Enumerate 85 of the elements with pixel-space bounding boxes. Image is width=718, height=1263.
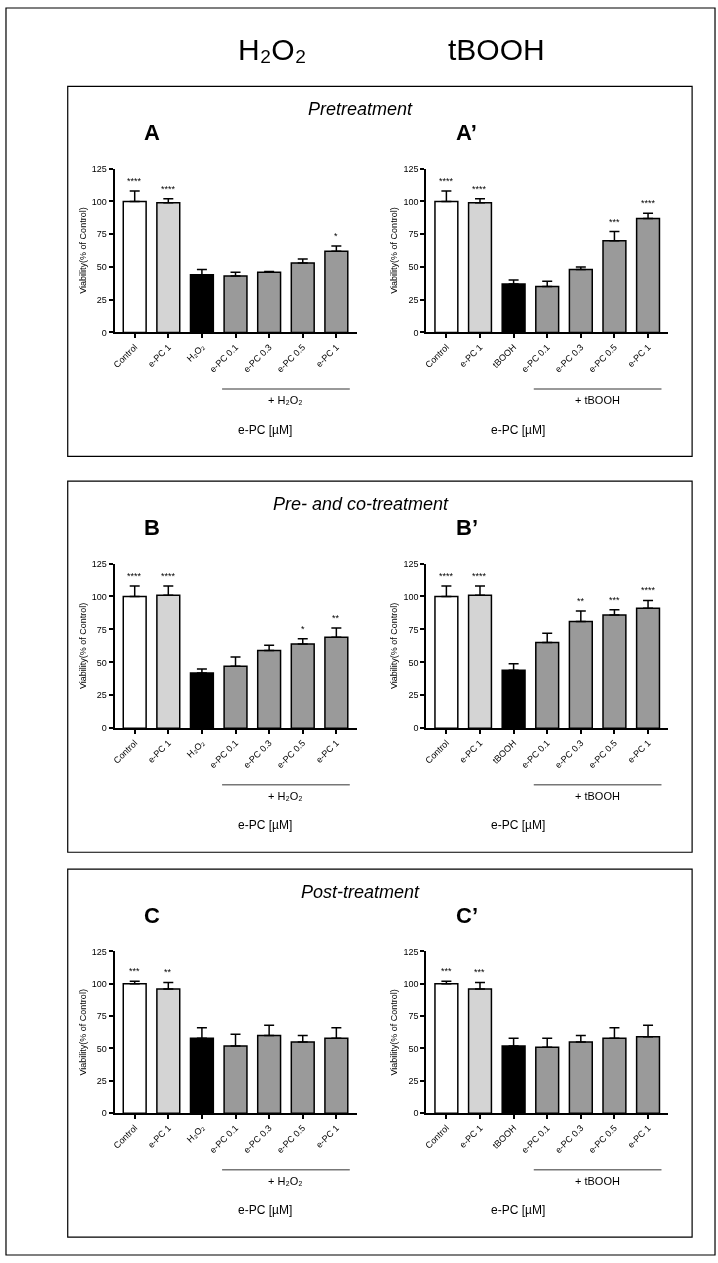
y-tick-label: 25	[96, 294, 107, 305]
y-tick-label: 25	[408, 1075, 419, 1086]
data-label: **	[577, 596, 585, 606]
y-tick-label: 125	[91, 558, 107, 569]
y-tick-label: 50	[408, 262, 419, 273]
y-tick-label: 100	[403, 591, 419, 602]
y-tick-label: 25	[96, 690, 107, 701]
data-label: ***	[609, 217, 620, 227]
data-label: ****	[127, 571, 142, 581]
y-tick-label: 0	[413, 327, 419, 338]
data-label: ****	[161, 184, 176, 194]
y-tick-label: 100	[91, 591, 107, 602]
y-tick-label: 100	[403, 978, 419, 989]
data-label: ****	[472, 571, 487, 581]
y-tick-label: 0	[413, 1108, 419, 1119]
y-tick-label: 100	[91, 196, 107, 207]
data-label: **	[332, 613, 340, 623]
y-tick-label: 75	[96, 229, 107, 240]
chart-title: B	[144, 515, 160, 540]
data-label: ****	[439, 571, 454, 581]
x-axis-title: e-PC [µM]	[491, 1203, 546, 1217]
y-tick-label: 100	[403, 196, 419, 207]
y-tick-label: 125	[403, 163, 419, 174]
y-axis-title: Viability(% of Control)	[77, 207, 88, 294]
y-tick-label: 75	[96, 624, 107, 635]
y-axis-title: Viability(% of Control)	[389, 602, 400, 690]
data-label: ****	[472, 184, 487, 194]
y-tick-label: 75	[408, 1011, 419, 1022]
y-tick-label: 0	[101, 327, 107, 338]
chart-title: A’	[456, 120, 477, 145]
chart-subtitle: Post-treatment	[301, 882, 421, 902]
y-tick-label: 125	[91, 946, 107, 957]
y-tick-label: 75	[408, 229, 419, 240]
data-label: **	[164, 967, 172, 977]
y-tick-label: 50	[408, 657, 419, 668]
y-tick-label: 100	[91, 978, 107, 989]
y-tick-label: 25	[408, 294, 419, 305]
chart-title: A	[144, 120, 160, 145]
chart-title: B’	[456, 515, 478, 540]
data-label: ****	[161, 571, 176, 581]
x-axis-title: e-PC [µM]	[238, 1203, 293, 1217]
x-axis-title: e-PC [µM]	[491, 423, 546, 437]
chart-title: C’	[456, 903, 478, 928]
text: + tBOOH	[575, 1175, 620, 1187]
y-tick-label: 50	[96, 262, 107, 273]
text: H₂O₂	[238, 33, 307, 66]
y-axis-title: Viability(% of Control)	[389, 989, 400, 1076]
chart-subtitle: Pre- and co-treatment	[273, 494, 450, 514]
y-axis-title: Viability(% of Control)	[389, 207, 400, 294]
data-label: ***	[441, 966, 452, 976]
text: + H₂O₂	[268, 790, 303, 802]
y-tick-label: 50	[96, 657, 107, 668]
data-label: ***	[609, 595, 620, 605]
chart-subtitle: Pretreatment	[308, 99, 414, 119]
data-label: ***	[129, 966, 140, 976]
y-tick-label: 50	[96, 1043, 107, 1054]
data-label: *	[334, 231, 338, 241]
text: tBOOH	[448, 33, 545, 66]
y-tick-label: 0	[101, 1108, 107, 1119]
y-axis-title: Viability(% of Control)	[77, 602, 88, 690]
y-tick-label: 125	[403, 946, 419, 957]
y-tick-label: 0	[413, 723, 419, 734]
y-tick-label: 75	[408, 624, 419, 635]
y-tick-label: 0	[101, 723, 107, 734]
y-tick-label: 75	[96, 1011, 107, 1022]
y-tick-label: 125	[403, 558, 419, 569]
data-label: *	[301, 624, 305, 634]
y-axis-title: Viability(% of Control)	[77, 989, 88, 1076]
y-tick-label: 50	[408, 1043, 419, 1054]
x-axis-title: e-PC [µM]	[238, 818, 293, 832]
x-axis-title: e-PC [µM]	[238, 423, 293, 437]
text: + tBOOH	[575, 394, 620, 406]
y-tick-label: 25	[408, 690, 419, 701]
data-label: ****	[641, 585, 656, 595]
data-label: ***	[474, 967, 485, 977]
data-label: ****	[641, 198, 656, 208]
data-label: ****	[127, 176, 142, 186]
y-tick-label: 125	[91, 163, 107, 174]
text: + tBOOH	[575, 790, 620, 802]
x-axis-title: e-PC [µM]	[491, 818, 546, 832]
data-label: ****	[439, 176, 454, 186]
text: + H₂O₂	[268, 394, 303, 406]
text: + H₂O₂	[268, 1175, 303, 1187]
y-tick-label: 25	[96, 1075, 107, 1086]
chart-title: C	[144, 903, 160, 928]
